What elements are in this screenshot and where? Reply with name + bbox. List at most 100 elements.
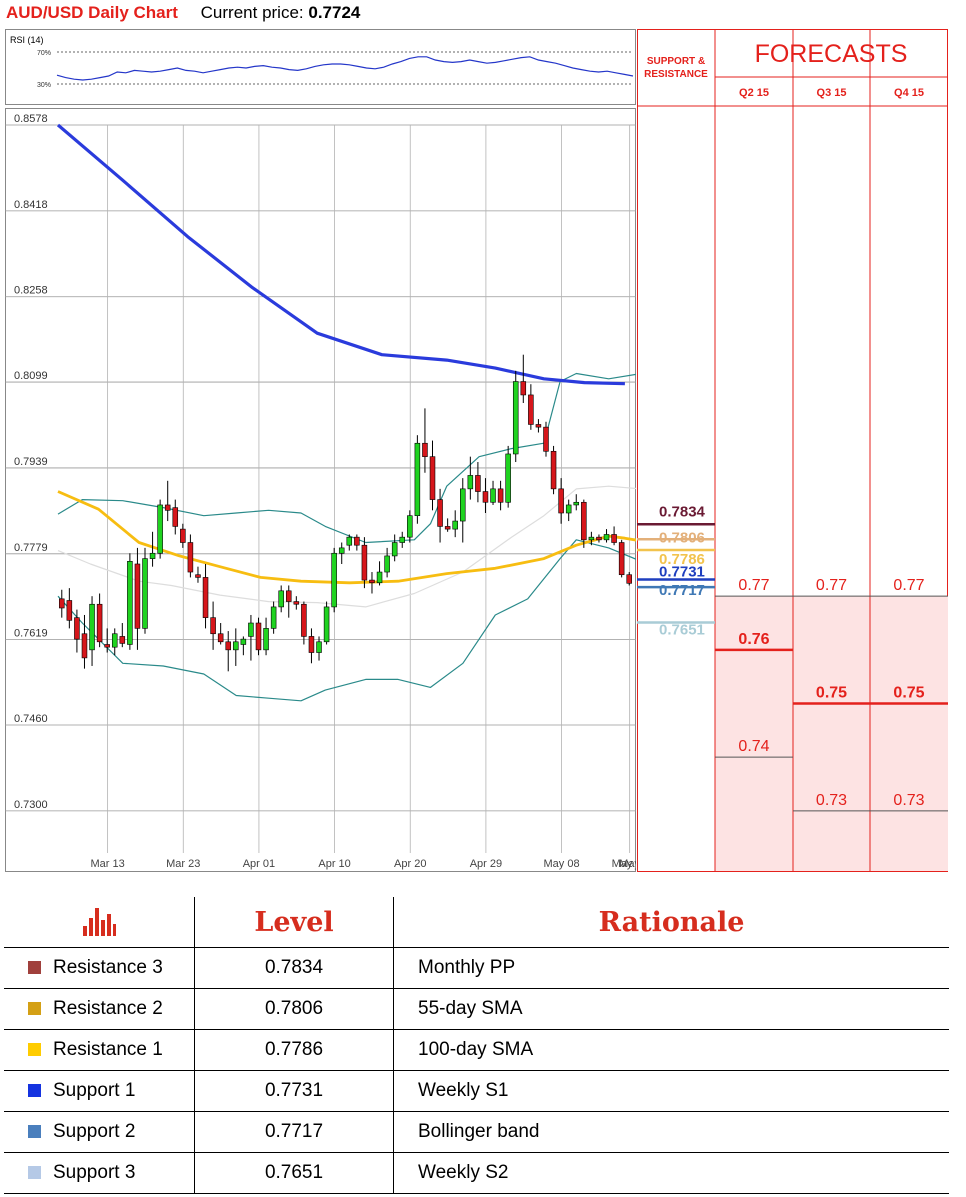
- sma200-line: [56, 123, 625, 386]
- candle: [316, 636, 322, 661]
- candle-body: [210, 617, 216, 635]
- candle-body: [603, 534, 610, 541]
- candle: [263, 617, 269, 656]
- y-tick-label: 0.8099: [14, 370, 48, 382]
- candle-body: [285, 590, 292, 602]
- level-value: 0.7786: [194, 1029, 394, 1071]
- sr-level-label: 0.7834: [659, 503, 706, 520]
- candle-body: [308, 636, 315, 653]
- candle: [505, 445, 511, 508]
- candle-body: [460, 488, 466, 522]
- candle: [285, 585, 292, 618]
- forecast-price: 0.74: [738, 738, 769, 755]
- candle: [81, 614, 88, 669]
- candle: [142, 547, 148, 634]
- candle: [308, 628, 315, 664]
- candle: [187, 534, 194, 578]
- x-tick-label: Apr 29: [470, 858, 502, 870]
- candle-body: [248, 622, 254, 637]
- level-name-cell: Resistance 3: [4, 947, 195, 989]
- candle-body: [331, 552, 337, 608]
- candle: [172, 499, 179, 535]
- candle: [399, 531, 406, 548]
- candle-body: [134, 563, 141, 629]
- candle-body: [475, 475, 481, 492]
- x-tick-label: Apr 10: [318, 858, 350, 870]
- candle-body: [119, 636, 126, 644]
- level-name: Support 2: [53, 1120, 136, 1142]
- level-name-cell: Resistance 2: [4, 988, 195, 1030]
- level-value: 0.7731: [194, 1070, 394, 1112]
- candle-body: [89, 603, 95, 651]
- rsi-line: [56, 56, 634, 81]
- candle: [248, 614, 254, 661]
- color-swatch: [28, 1166, 41, 1179]
- candle: [164, 480, 171, 522]
- level-value: 0.7806: [194, 988, 394, 1030]
- candle: [460, 478, 466, 543]
- candle-body: [497, 488, 504, 503]
- candle-body: [429, 456, 436, 500]
- rationale-text: 100-day SMA: [393, 1029, 949, 1071]
- candle: [520, 354, 527, 403]
- color-swatch: [28, 1084, 41, 1097]
- chart-header: AUD/USD Daily Chart Current price: 0.772…: [6, 3, 360, 25]
- level-header: Level: [194, 897, 394, 948]
- candle-body: [581, 501, 587, 541]
- chart-title: AUD/USD Daily Chart: [6, 3, 178, 22]
- forecasts-title: FORECASTS: [755, 40, 908, 68]
- level-name-cell: Support 1: [4, 1070, 195, 1112]
- candle: [467, 456, 474, 500]
- candle-body: [96, 603, 103, 643]
- candle: [74, 609, 80, 653]
- candle-body: [361, 544, 368, 581]
- candle: [573, 494, 580, 511]
- candle: [331, 547, 337, 613]
- candle: [444, 518, 451, 532]
- candle: [490, 480, 496, 505]
- x-tick-label: Apr 20: [394, 858, 426, 870]
- candle: [581, 499, 587, 548]
- x-tick-label: Mar 13: [90, 858, 124, 870]
- candle-body: [172, 507, 179, 527]
- candle-body: [558, 488, 564, 514]
- forecast-price: 0.77: [738, 577, 769, 594]
- candle: [195, 566, 201, 583]
- candle-body: [316, 641, 322, 653]
- candle: [603, 529, 610, 543]
- candle-body: [626, 574, 632, 584]
- candle: [550, 445, 557, 495]
- candle-body: [81, 633, 88, 659]
- table-row: Support 3 0.7651 Weekly S2: [4, 1152, 949, 1194]
- level-name: Resistance 2: [53, 997, 163, 1019]
- forecast-price: 0.77: [893, 577, 924, 594]
- candle-body: [255, 622, 262, 651]
- table-row: Support 1 0.7731 Weekly S1: [4, 1070, 949, 1112]
- candle: [233, 628, 239, 666]
- level-name: Resistance 3: [53, 956, 163, 978]
- candle: [301, 601, 307, 645]
- sr-level-label: 0.7786: [659, 551, 705, 568]
- candle-body: [233, 641, 239, 651]
- candle-body: [104, 644, 110, 648]
- candle-body: [270, 606, 277, 629]
- candle: [346, 534, 353, 551]
- candle-body: [528, 394, 534, 425]
- candle-body: [611, 534, 617, 543]
- candle-body: [369, 579, 375, 584]
- candle-body: [588, 536, 595, 541]
- candle-body: [512, 381, 519, 455]
- table-row: Resistance 2 0.7806 55-day SMA: [4, 988, 949, 1030]
- candle-body: [323, 606, 330, 643]
- candle: [240, 636, 247, 656]
- candle-body: [346, 536, 353, 546]
- quarter-header: Q2 15: [739, 87, 769, 99]
- candle-body: [164, 504, 171, 511]
- sr-level-label: 0.7717: [659, 582, 705, 599]
- candle: [354, 534, 360, 551]
- candle: [414, 435, 421, 524]
- candle-body: [354, 536, 360, 546]
- candle: [535, 419, 542, 433]
- table-row: Resistance 3 0.7834 Monthly PP: [4, 947, 949, 989]
- rationale-text: Weekly S1: [393, 1070, 949, 1112]
